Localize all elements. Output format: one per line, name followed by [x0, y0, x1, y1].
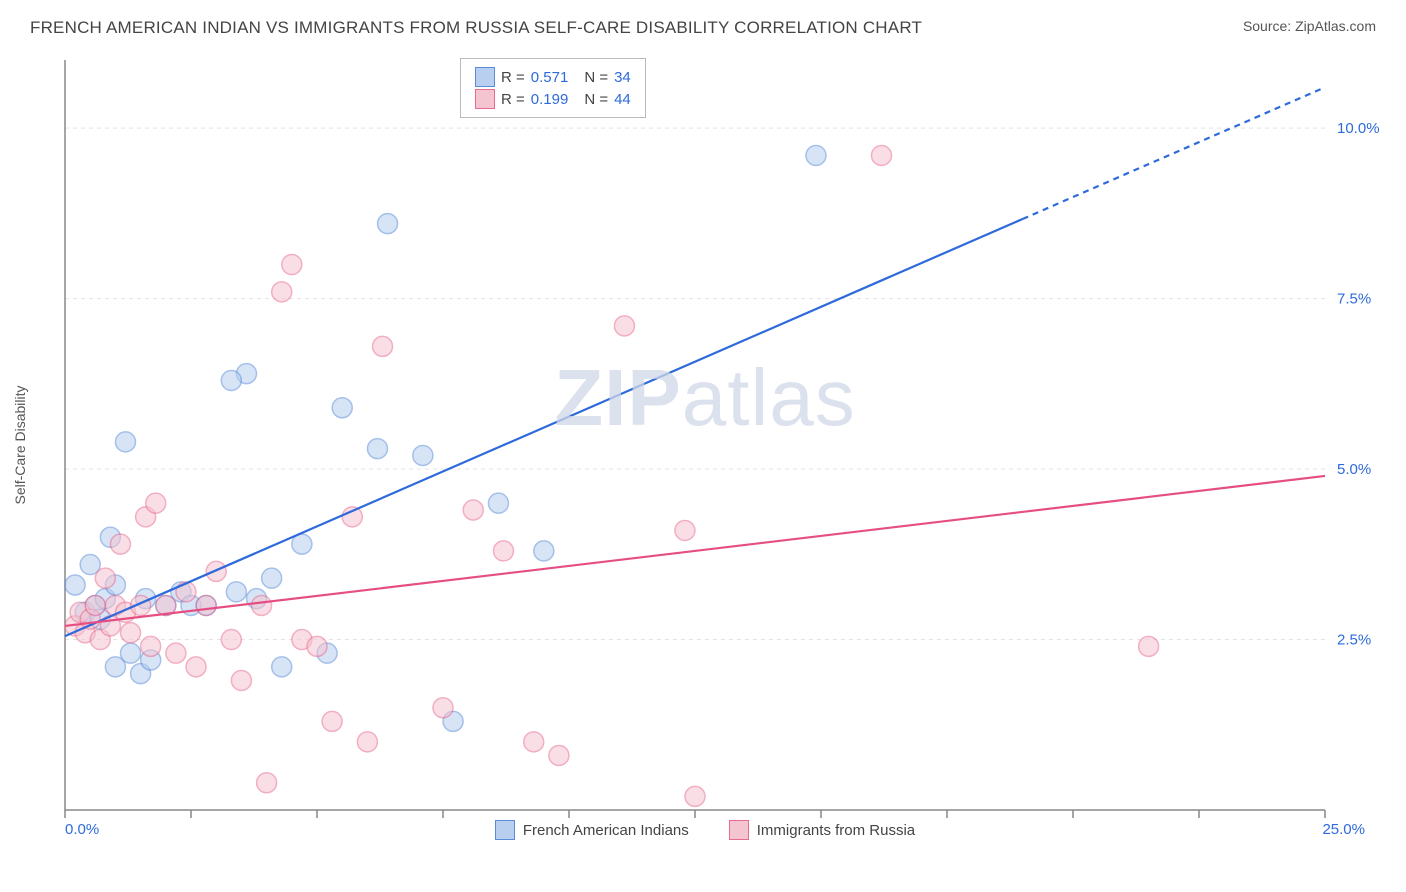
- data-point: [176, 582, 196, 602]
- data-point: [121, 623, 141, 643]
- trend-line-dashed: [1023, 87, 1325, 219]
- y-tick-label: 10.0%: [1337, 120, 1380, 137]
- data-point: [231, 670, 251, 690]
- legend-series-label: French American Indians: [523, 822, 689, 839]
- data-point: [221, 630, 241, 650]
- data-point: [367, 439, 387, 459]
- data-point: [413, 445, 433, 465]
- legend-swatch: [729, 820, 749, 840]
- data-point: [378, 214, 398, 234]
- y-tick-label: 2.5%: [1337, 632, 1371, 649]
- data-point: [186, 657, 206, 677]
- data-point: [488, 493, 508, 513]
- data-point: [332, 398, 352, 418]
- y-axis-label: Self-Care Disability: [12, 385, 28, 504]
- data-point: [322, 711, 342, 731]
- data-point: [146, 493, 166, 513]
- data-point: [65, 575, 85, 595]
- data-point: [549, 745, 569, 765]
- data-point: [262, 568, 282, 588]
- legend-swatch: [495, 820, 515, 840]
- data-point: [1139, 636, 1159, 656]
- data-point: [252, 595, 272, 615]
- data-point: [675, 520, 695, 540]
- scatter-chart: 2.5%5.0%7.5%10.0%0.0%25.0%: [30, 50, 1380, 840]
- data-point: [257, 773, 277, 793]
- data-point: [493, 541, 513, 561]
- data-point: [282, 255, 302, 275]
- y-tick-label: 5.0%: [1337, 461, 1371, 478]
- data-point: [614, 316, 634, 336]
- data-point: [373, 336, 393, 356]
- data-point: [685, 786, 705, 806]
- chart-title: FRENCH AMERICAN INDIAN VS IMMIGRANTS FRO…: [30, 18, 922, 38]
- legend-series: French American Indians Immigrants from …: [30, 820, 1380, 840]
- y-tick-label: 7.5%: [1337, 291, 1371, 308]
- legend-correlation: R =0.571 N =34 R =0.199 N =44: [460, 58, 646, 118]
- data-point: [196, 595, 216, 615]
- data-point: [85, 595, 105, 615]
- data-point: [141, 636, 161, 656]
- data-point: [534, 541, 554, 561]
- legend-series-label: Immigrants from Russia: [757, 822, 915, 839]
- data-point: [226, 582, 246, 602]
- source-label: Source: ZipAtlas.com: [1243, 18, 1376, 34]
- data-point: [166, 643, 186, 663]
- data-point: [433, 698, 453, 718]
- legend-swatch: [475, 89, 495, 109]
- data-point: [806, 145, 826, 165]
- data-point: [115, 432, 135, 452]
- legend-swatch: [475, 67, 495, 87]
- data-point: [95, 568, 115, 588]
- data-point: [871, 145, 891, 165]
- legend-series-item: Immigrants from Russia: [729, 820, 915, 840]
- data-point: [121, 643, 141, 663]
- data-point: [110, 534, 130, 554]
- trend-line: [65, 476, 1325, 626]
- data-point: [524, 732, 544, 752]
- data-point: [463, 500, 483, 520]
- legend-row: R =0.571 N =34: [475, 67, 631, 87]
- data-point: [272, 282, 292, 302]
- trend-line: [65, 219, 1023, 636]
- legend-row: R =0.199 N =44: [475, 89, 631, 109]
- data-point: [307, 636, 327, 656]
- data-point: [221, 370, 241, 390]
- data-point: [357, 732, 377, 752]
- data-point: [272, 657, 292, 677]
- title-bar: FRENCH AMERICAN INDIAN VS IMMIGRANTS FRO…: [0, 0, 1406, 46]
- chart-container: Self-Care Disability 2.5%5.0%7.5%10.0%0.…: [30, 50, 1380, 840]
- legend-series-item: French American Indians: [495, 820, 689, 840]
